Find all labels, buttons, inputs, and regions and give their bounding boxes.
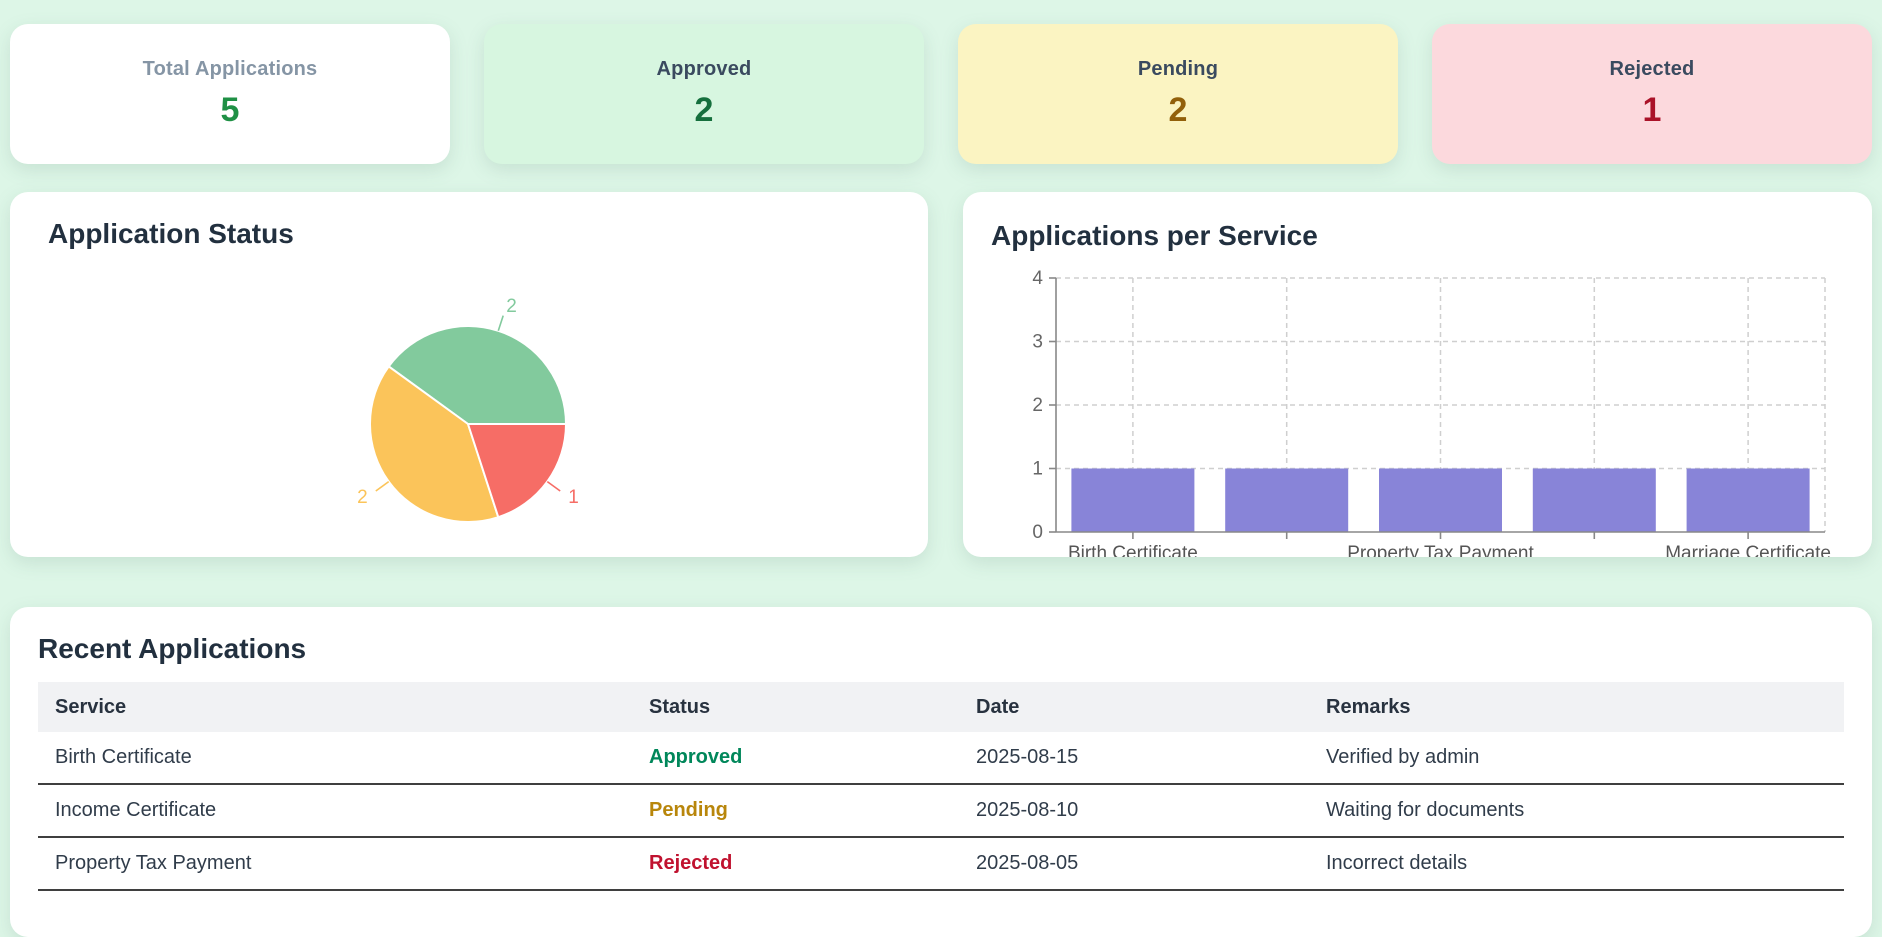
stat-label-pending: Pending bbox=[1137, 58, 1219, 80]
cell-status: Rejected bbox=[649, 852, 733, 874]
bar-birth-certificate[interactable] bbox=[1071, 468, 1195, 533]
recent-applications-title: Recent Applications bbox=[38, 633, 307, 664]
y-axis-tick-label: 1 bbox=[1032, 459, 1043, 480]
table-row: Property Tax Payment Rejected 2025-08-05… bbox=[38, 837, 1844, 890]
bar-unlabeled[interactable] bbox=[1225, 468, 1349, 533]
stat-value-total: 5 bbox=[220, 91, 240, 129]
cell-status: Approved bbox=[649, 746, 743, 768]
stat-label-approved: Approved bbox=[656, 58, 752, 80]
cell-date: 2025-08-15 bbox=[976, 746, 1079, 768]
application-status-card: Application Status 2 2 1 bbox=[10, 192, 928, 557]
applications-per-service-card: Applications per Service 0 1 2 3 4 Birth Cert… bbox=[963, 192, 1872, 557]
cell-status: Pending bbox=[649, 799, 728, 821]
stat-value-pending: 2 bbox=[1168, 91, 1188, 129]
y-axis-tick-label: 2 bbox=[1032, 395, 1043, 416]
pie-slice-value-label: 1 bbox=[568, 487, 579, 508]
column-header-date: Date bbox=[976, 695, 1020, 718]
bar-property-tax-payment[interactable] bbox=[1379, 468, 1502, 533]
cell-remarks: Incorrect details bbox=[1326, 852, 1468, 874]
stat-label-total: Total Applications bbox=[142, 58, 318, 80]
cell-service: Income Certificate bbox=[55, 799, 217, 821]
column-header-remarks: Remarks bbox=[1326, 695, 1411, 718]
stat-card-pending: Pending 2 bbox=[958, 24, 1398, 164]
applications-per-service-bar-chart: 0 1 2 3 4 Birth Certificate Property Tax Payme… bbox=[1032, 268, 1831, 557]
x-axis-tick-label: Birth Certificate bbox=[1068, 543, 1198, 557]
stat-card-total: Total Applications 5 bbox=[10, 24, 450, 164]
y-axis-tick-label: 3 bbox=[1032, 332, 1043, 353]
pie-label-line bbox=[497, 315, 504, 332]
column-header-service: Service bbox=[55, 695, 127, 718]
pie-chart-title: Application Status bbox=[48, 218, 294, 249]
bar-chart-title: Applications per Service bbox=[991, 220, 1318, 251]
stat-card-rejected: Rejected 1 bbox=[1432, 24, 1872, 164]
x-axis-tick-label: Property Tax Payment bbox=[1347, 543, 1534, 557]
pie-slice-rejected[interactable] bbox=[466, 423, 568, 519]
application-status-pie-chart: 2 2 1 bbox=[357, 296, 579, 523]
recent-applications-table: Service Status Date Remarks Birth Certif… bbox=[38, 682, 1844, 891]
column-header-status: Status bbox=[649, 695, 711, 718]
stats-row: Total Applications 5 Approved 2 Pending … bbox=[10, 24, 1872, 164]
bar-marriage-certificate[interactable] bbox=[1686, 468, 1810, 533]
table-header-row: Service Status Date Remarks bbox=[38, 682, 1844, 732]
stat-card-approved: Approved 2 bbox=[484, 24, 924, 164]
y-axis-tick-label: 0 bbox=[1032, 522, 1043, 543]
stat-value-rejected: 1 bbox=[1642, 91, 1662, 129]
pie-label-line bbox=[375, 480, 390, 492]
stat-label-rejected: Rejected bbox=[1609, 58, 1695, 80]
x-axis-tick-label: Marriage Certificate bbox=[1665, 543, 1831, 557]
y-axis-tick-label: 4 bbox=[1032, 268, 1043, 289]
cell-remarks: Verified by admin bbox=[1326, 746, 1480, 768]
cell-service: Property Tax Payment bbox=[55, 852, 252, 874]
cell-service: Birth Certificate bbox=[55, 746, 192, 768]
table-row: Income Certificate Pending 2025-08-10 Wa… bbox=[38, 784, 1844, 837]
cell-date: 2025-08-10 bbox=[976, 799, 1079, 821]
recent-applications-card: Recent Applications Service Status Date … bbox=[10, 607, 1872, 937]
stat-value-approved: 2 bbox=[694, 91, 714, 129]
pie-slice-value-label: 2 bbox=[506, 296, 517, 317]
pie-label-line bbox=[546, 480, 561, 492]
cell-date: 2025-08-05 bbox=[976, 852, 1079, 874]
bar-unlabeled[interactable] bbox=[1532, 468, 1656, 533]
table-row: Birth Certificate Approved 2025-08-15 Ve… bbox=[38, 732, 1844, 784]
pie-slice-value-label: 2 bbox=[357, 487, 368, 508]
cell-remarks: Waiting for documents bbox=[1326, 799, 1525, 821]
